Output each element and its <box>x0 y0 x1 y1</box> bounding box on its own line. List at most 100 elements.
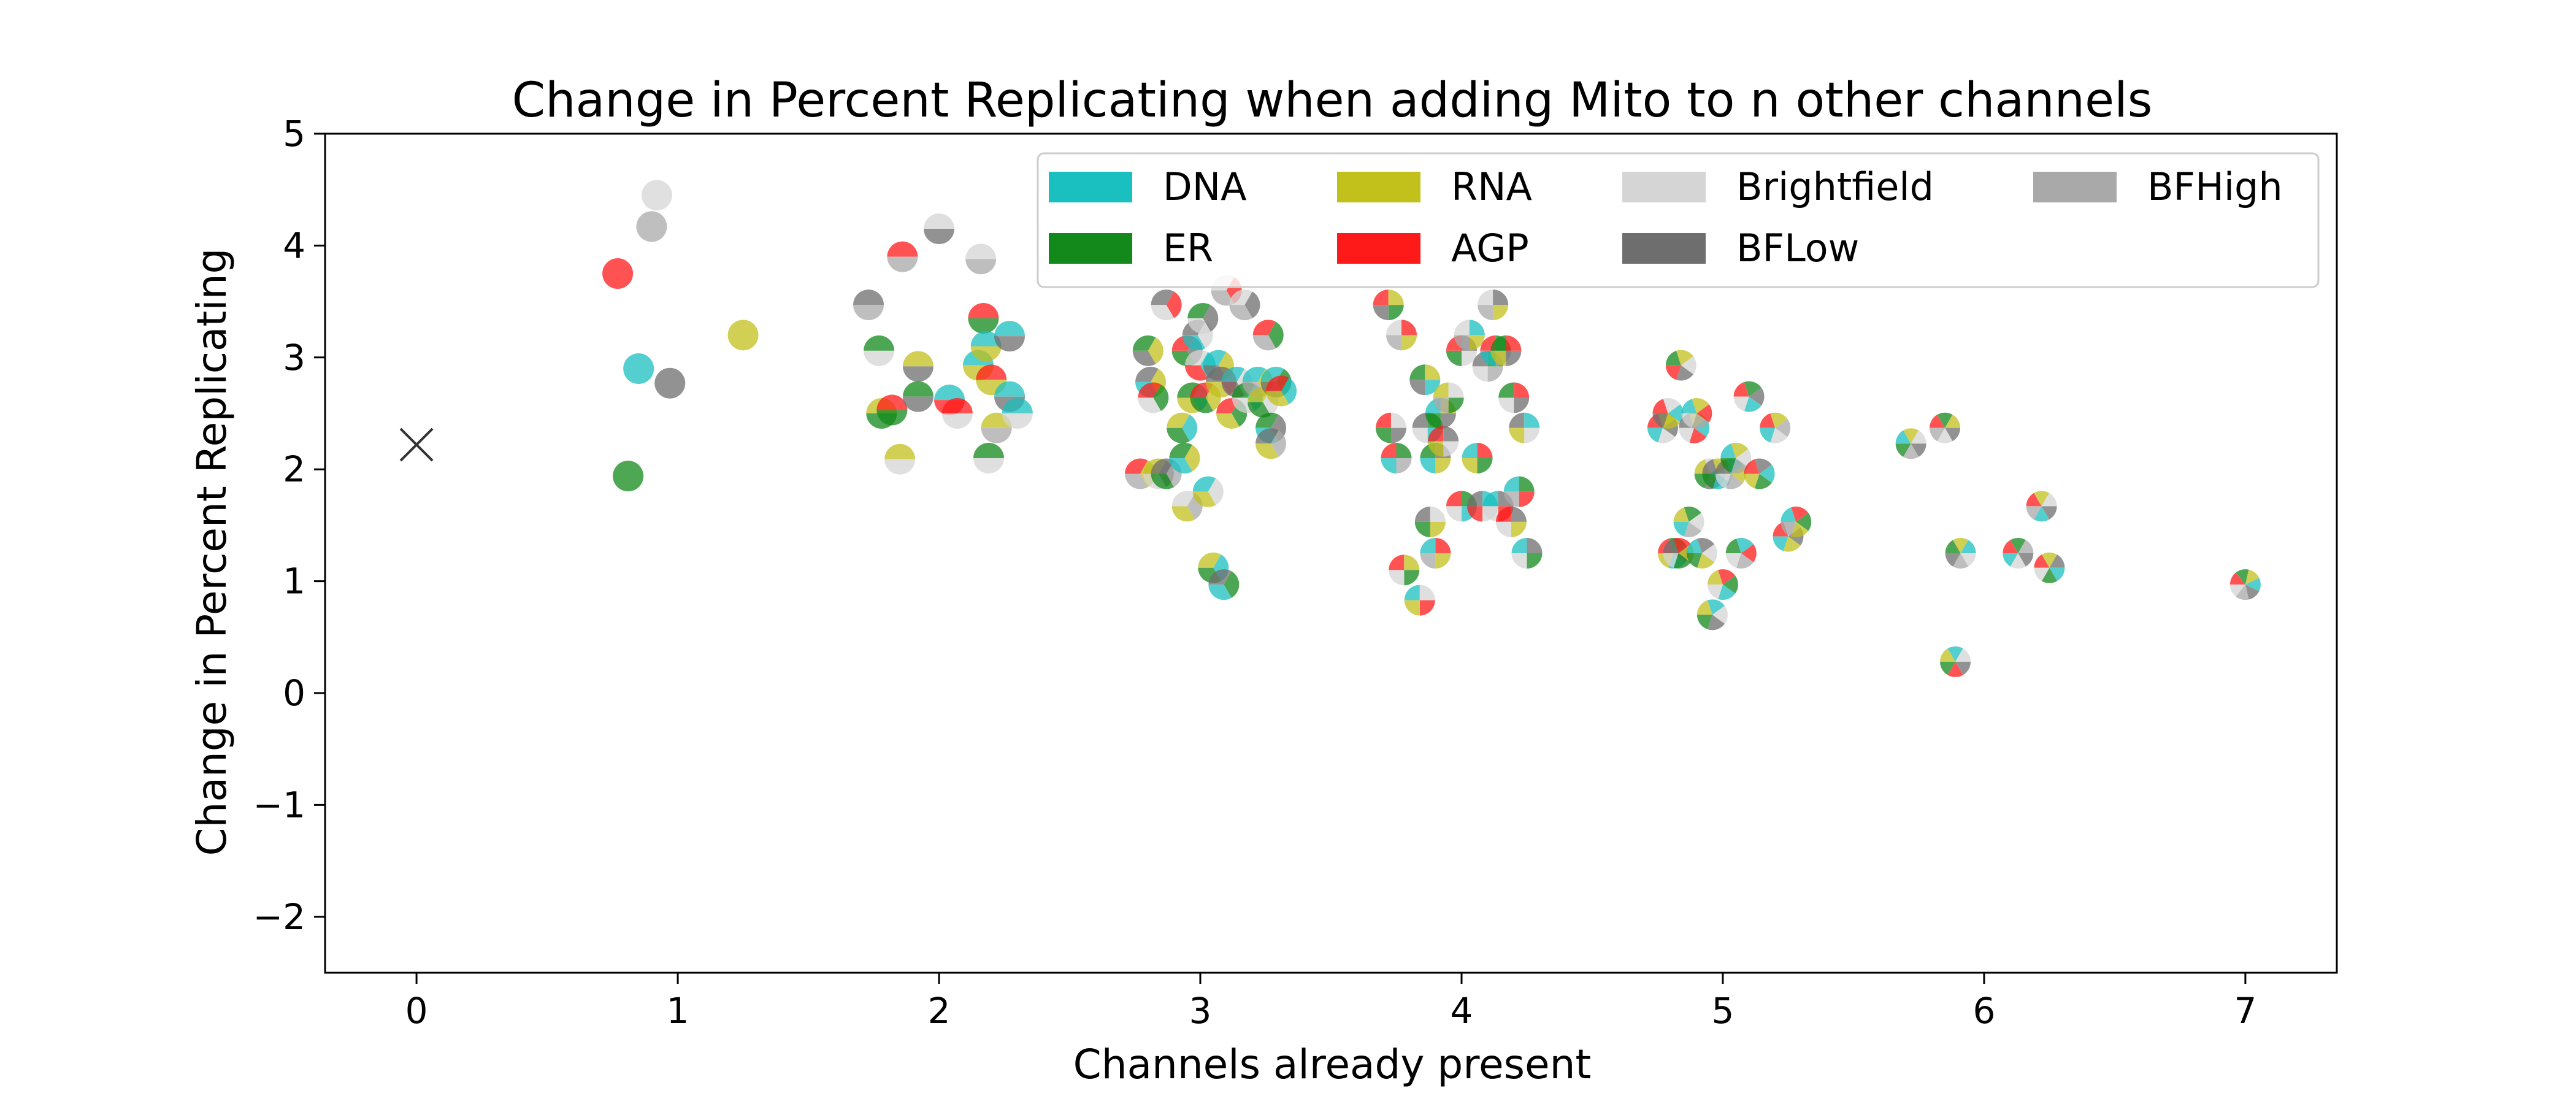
data-point-slice <box>1467 506 1483 522</box>
data-point-slice <box>1388 289 1404 305</box>
data-point-slice <box>1741 544 1757 562</box>
data-point-slice <box>1697 553 1715 569</box>
data-point-slice <box>1448 397 1464 413</box>
data-point-slice <box>1770 412 1788 428</box>
data-point-slice <box>994 321 1025 337</box>
data-point-slice <box>1498 397 1514 413</box>
data-point-slice <box>1477 442 1493 458</box>
data-point-slice <box>1428 426 1444 442</box>
legend-swatch <box>1622 233 1706 264</box>
data-point-slice <box>902 381 933 397</box>
data-point-slice <box>2041 493 2057 507</box>
data-point <box>1760 412 1791 443</box>
data-point-slice <box>1945 427 1961 442</box>
data-point-slice <box>1673 507 1689 522</box>
y-tick-label: 0 <box>283 672 305 714</box>
data-point-slice <box>884 443 916 459</box>
data-point <box>2034 552 2065 583</box>
data-point-slice <box>1419 585 1435 600</box>
data-point-slice <box>1947 661 1963 677</box>
legend-item: BFLow <box>1622 226 1859 270</box>
data-point <box>970 331 1002 362</box>
legend-label: Brightfield <box>1736 164 1934 209</box>
data-point <box>1733 381 1765 412</box>
data-point-slice <box>1412 427 1428 443</box>
data-point-slice <box>2034 567 2050 581</box>
data-point <box>1208 569 1240 600</box>
data-point-slice <box>1681 356 1696 375</box>
data-point-slice <box>623 353 654 385</box>
data-point-slice <box>1185 365 1208 381</box>
data-point <box>1509 412 1540 443</box>
data-point-slice <box>1375 412 1391 428</box>
data-point <box>1132 335 1163 366</box>
data-point-slice <box>1477 458 1493 473</box>
data-point-slice <box>968 302 999 318</box>
data-point-slice <box>1252 320 1276 335</box>
data-point <box>864 335 895 366</box>
data-point <box>2229 569 2261 600</box>
data-point-slice <box>1428 441 1444 457</box>
data-point-slice <box>994 381 1025 397</box>
data-point-slice <box>1895 443 1911 457</box>
data-point <box>1414 506 1446 537</box>
data-point-slice <box>1425 413 1441 429</box>
data-point-slice <box>1404 600 1420 616</box>
data-point-slice <box>1697 537 1715 553</box>
data-point-slice <box>1911 443 1926 457</box>
legend-label: BFLow <box>1736 226 1859 270</box>
data-point-slice <box>1940 661 1956 675</box>
data-point-slice <box>1454 320 1470 335</box>
data-point-slice <box>1430 521 1446 537</box>
data-point-slice <box>924 229 955 245</box>
data-point-slice <box>636 211 667 242</box>
data-point-slice <box>968 318 999 334</box>
legend-label: AGP <box>1451 226 1529 270</box>
x-tick-label: 0 <box>405 990 428 1032</box>
data-point-slice <box>1389 554 1405 570</box>
data-point <box>1229 289 1260 321</box>
y-tick-label: 4 <box>283 224 305 266</box>
data-point-slice <box>1490 335 1506 351</box>
data-point-slice <box>1414 506 1430 522</box>
data-point-slice <box>1514 397 1530 413</box>
data-point-slice <box>1731 442 1749 458</box>
data-point-slice <box>1684 521 1701 537</box>
data-point <box>1478 289 1509 321</box>
data-point <box>853 289 884 321</box>
chart-title: Change in Percent Replicating when addin… <box>512 73 2153 128</box>
data-point-slice <box>1151 473 1175 489</box>
legend-label: DNA <box>1163 164 1247 209</box>
legend-swatch <box>1622 172 1706 202</box>
data-point-slice <box>1519 476 1535 492</box>
data-point-slice <box>1681 413 1697 428</box>
data-point-slice <box>965 259 997 275</box>
data-point-slice <box>2229 572 2245 585</box>
data-point-slice <box>1187 302 1211 318</box>
data-point-slice <box>1718 585 1736 600</box>
data-point <box>887 241 918 272</box>
data-point <box>1652 397 1684 429</box>
data-point-slice <box>1947 646 1963 662</box>
data-point <box>1187 302 1219 334</box>
data-point-slice <box>1419 600 1435 616</box>
data-point-slice <box>1167 427 1190 443</box>
legend-swatch <box>1049 172 1132 202</box>
data-point-slice <box>602 258 634 289</box>
data-point-slice <box>1169 442 1192 458</box>
data-point <box>876 394 908 426</box>
data-point-slice <box>1702 473 1718 489</box>
data-point-slice <box>2026 506 2042 520</box>
data-point <box>641 180 672 211</box>
data-point-slice <box>1726 473 1743 489</box>
data-point-slice <box>1903 443 1919 459</box>
data-point-slice <box>1684 506 1701 522</box>
data-point <box>1490 335 1522 366</box>
data-point <box>902 351 933 382</box>
data-point-slice <box>1770 427 1788 443</box>
data-point <box>1462 442 1493 473</box>
data-point-slice <box>1002 398 1033 413</box>
legend-items: DNA ER RNA AGP Brightfield BFLow BFHigh <box>1049 164 2283 270</box>
data-point-slice <box>1930 415 1945 428</box>
data-point-slice <box>1945 540 1961 553</box>
